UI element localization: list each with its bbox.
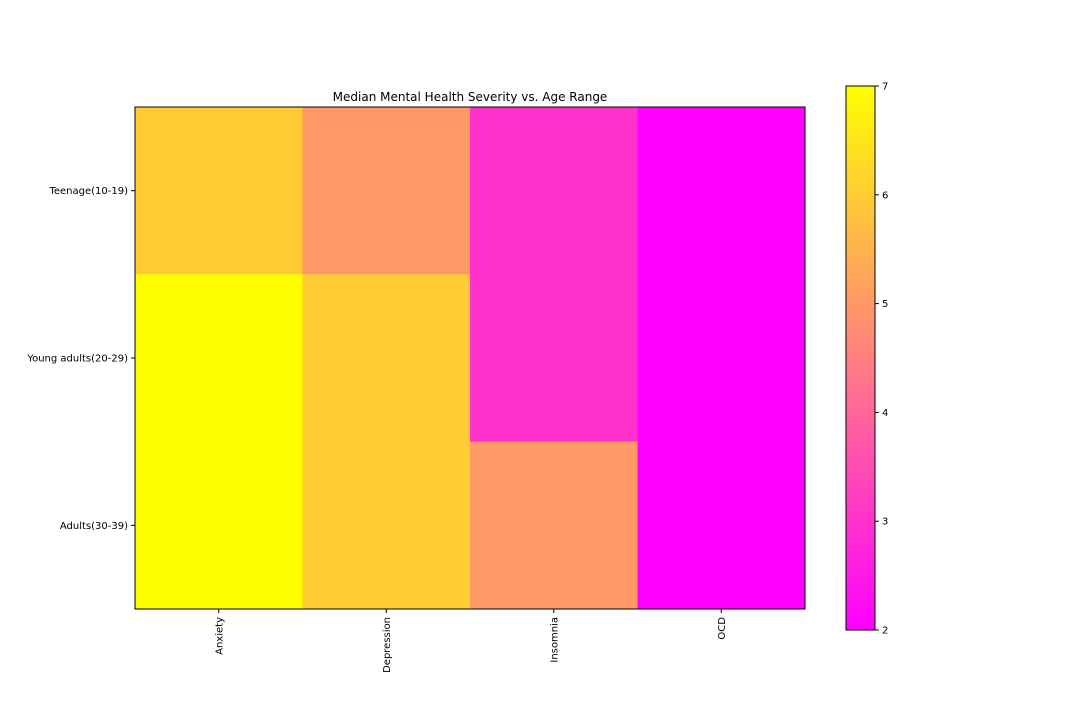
colorbar-tick-label: 6: [882, 190, 888, 201]
heatmap-cell: [470, 274, 638, 443]
heatmap-cell: [470, 441, 638, 610]
colorbar-tick-label: 2: [882, 626, 888, 637]
colorbar: 2 3 4 5 6 7: [845, 82, 888, 637]
heatmap-cell: [637, 274, 806, 443]
heatmap-cell: [637, 441, 806, 610]
heatmap-cell: [302, 441, 471, 610]
y-axis: Teenage(10-19) Young adults(20-29) Adults(…: [26, 186, 135, 532]
colorbar-gradient: [845, 85, 876, 631]
heatmap-cell: [302, 107, 471, 275]
x-tick-label: Insomnia: [549, 617, 560, 663]
heatmap-cell: [135, 107, 303, 275]
heatmap-cell: [135, 441, 303, 610]
colorbar-tick-label: 3: [882, 517, 888, 528]
heatmap-cell: [302, 274, 471, 443]
heatmap-cell: [135, 274, 303, 443]
y-tick-label: Adults(30-39): [60, 521, 128, 532]
x-tick-label: Anxiety: [214, 617, 225, 655]
colorbar-tick-label: 7: [882, 82, 888, 93]
heatmap-cell: [470, 107, 638, 275]
y-tick-label: Teenage(10-19): [48, 186, 128, 197]
x-tick-label: Depression: [382, 617, 393, 673]
chart-title: Median Mental Health Severity vs. Age Ra…: [333, 90, 608, 104]
y-tick-label: Young adults(20-29): [26, 354, 128, 365]
x-tick-label: OCD: [717, 617, 728, 640]
colorbar-tick-label: 4: [882, 408, 888, 419]
x-axis: Anxiety Depression Insomnia OCD: [214, 609, 728, 673]
heatmap-cells: [135, 107, 806, 610]
heatmap-cell: [637, 107, 806, 275]
colorbar-tick-label: 5: [882, 299, 888, 310]
